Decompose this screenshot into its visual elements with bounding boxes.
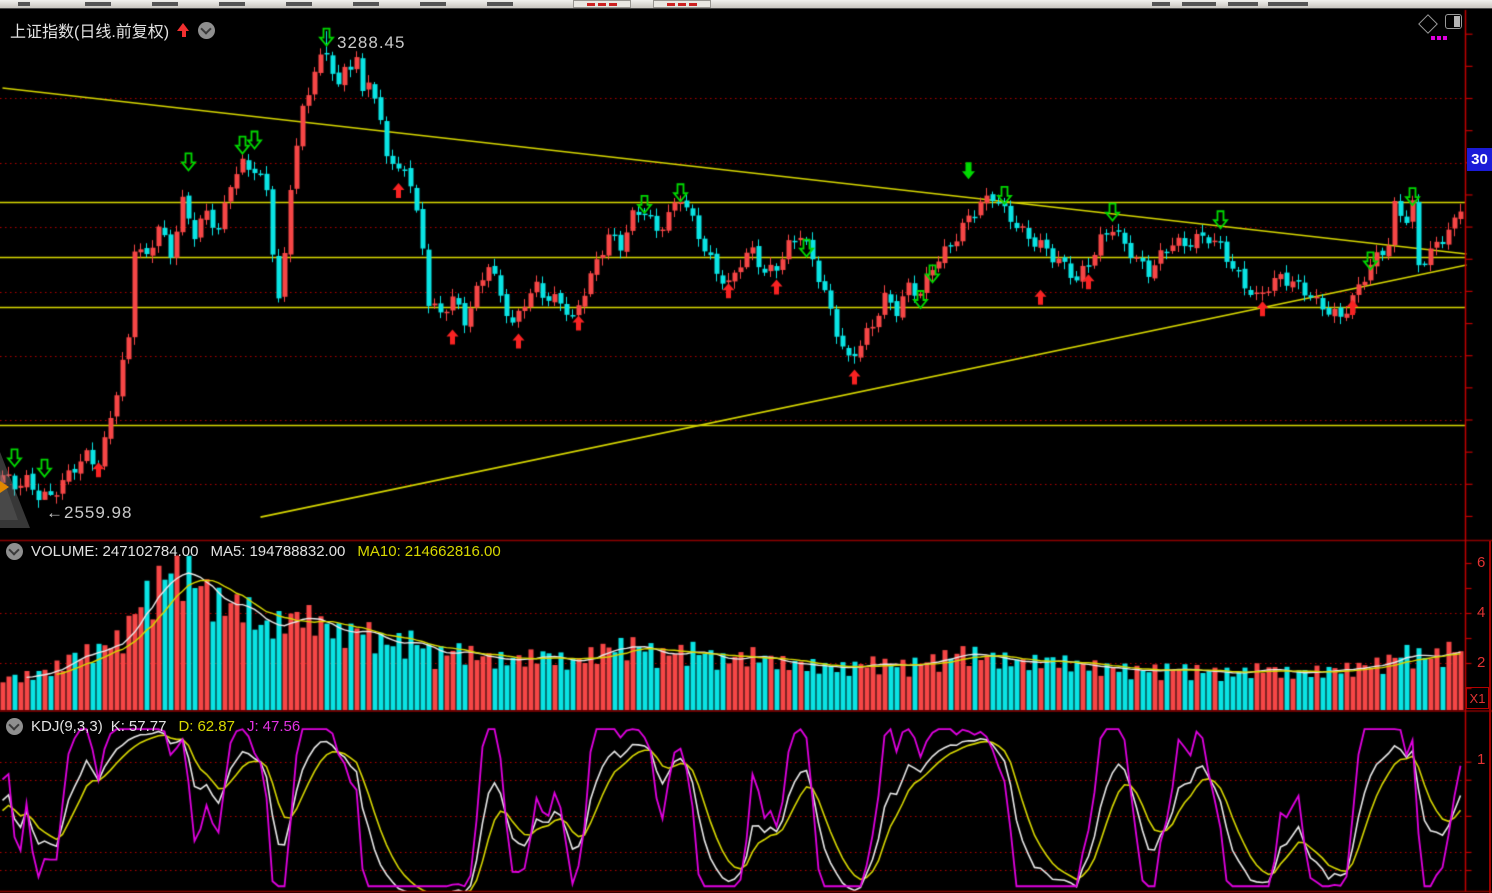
- ellipsis-dots-icon[interactable]: [1431, 36, 1447, 40]
- menu-hot-button[interactable]: [653, 0, 711, 8]
- volume-scale-box: X1: [1466, 687, 1489, 709]
- symbol-title: 上证指数(日线.前复权): [10, 24, 170, 41]
- split-panel-icon[interactable]: [1445, 14, 1462, 29]
- volume-label: VOLUME:: [31, 543, 99, 560]
- kdj-axis-label: 1: [1477, 751, 1486, 768]
- outer-right-border: [1489, 541, 1491, 893]
- volume-value: 247102784.00: [102, 543, 199, 560]
- volume-pane-header: VOLUME: 247102784.00 MA5: 194788832.00 MA1…: [6, 543, 505, 560]
- menu-bar[interactable]: [0, 0, 1492, 9]
- menu-item[interactable]: [487, 2, 513, 6]
- k-label: K:: [110, 718, 125, 735]
- menu-item[interactable]: [420, 2, 446, 6]
- menu-item[interactable]: [353, 2, 379, 6]
- right-axis-badge: 30: [1467, 148, 1492, 171]
- ma10-value: 214662816.00: [404, 543, 501, 560]
- ma5-value: 194788832.00: [249, 543, 346, 560]
- volume-axis-tick-6: 6: [1477, 554, 1486, 571]
- menu-item[interactable]: [1182, 2, 1216, 6]
- volume-axis-tick-2: 2: [1477, 654, 1486, 671]
- menu-item[interactable]: [219, 2, 245, 6]
- chevron-down-icon[interactable]: [6, 718, 23, 735]
- chevron-down-icon[interactable]: [198, 21, 216, 39]
- menu-item[interactable]: [1152, 2, 1170, 6]
- up-arrow-icon: [177, 22, 190, 38]
- d-label: D:: [178, 718, 194, 735]
- app-icon[interactable]: [18, 2, 30, 6]
- ma10-label: MA10:: [357, 543, 401, 560]
- peak-price-label: 3288.45: [337, 33, 406, 52]
- low-price-label: ←2559.98: [46, 503, 133, 522]
- menu-item[interactable]: [286, 2, 312, 6]
- menu-item[interactable]: [152, 2, 178, 6]
- kdj-name: KDJ(9,3,3): [31, 718, 103, 735]
- menu-hot-button[interactable]: [573, 0, 631, 8]
- menu-item[interactable]: [1268, 2, 1308, 6]
- ma5-label: MA5:: [210, 543, 246, 560]
- menu-item[interactable]: [1228, 2, 1258, 6]
- j-label: J:: [246, 718, 259, 735]
- kdj-pane-header: KDJ(9,3,3) K: 57.77 D: 62.87 J: 47.56: [6, 718, 304, 735]
- menu-item[interactable]: [85, 2, 111, 6]
- volume-axis-tick-4: 4: [1477, 604, 1486, 621]
- main-chart-header: 上证指数(日线.前复权): [10, 18, 216, 42]
- watermark-shape-inner: [0, 470, 18, 520]
- d-value: 62.87: [197, 718, 235, 735]
- k-value: 57.77: [128, 718, 167, 735]
- chevron-down-icon[interactable]: [6, 543, 23, 560]
- j-value: 47.56: [262, 718, 301, 735]
- left-edge-marker-icon: [0, 481, 9, 493]
